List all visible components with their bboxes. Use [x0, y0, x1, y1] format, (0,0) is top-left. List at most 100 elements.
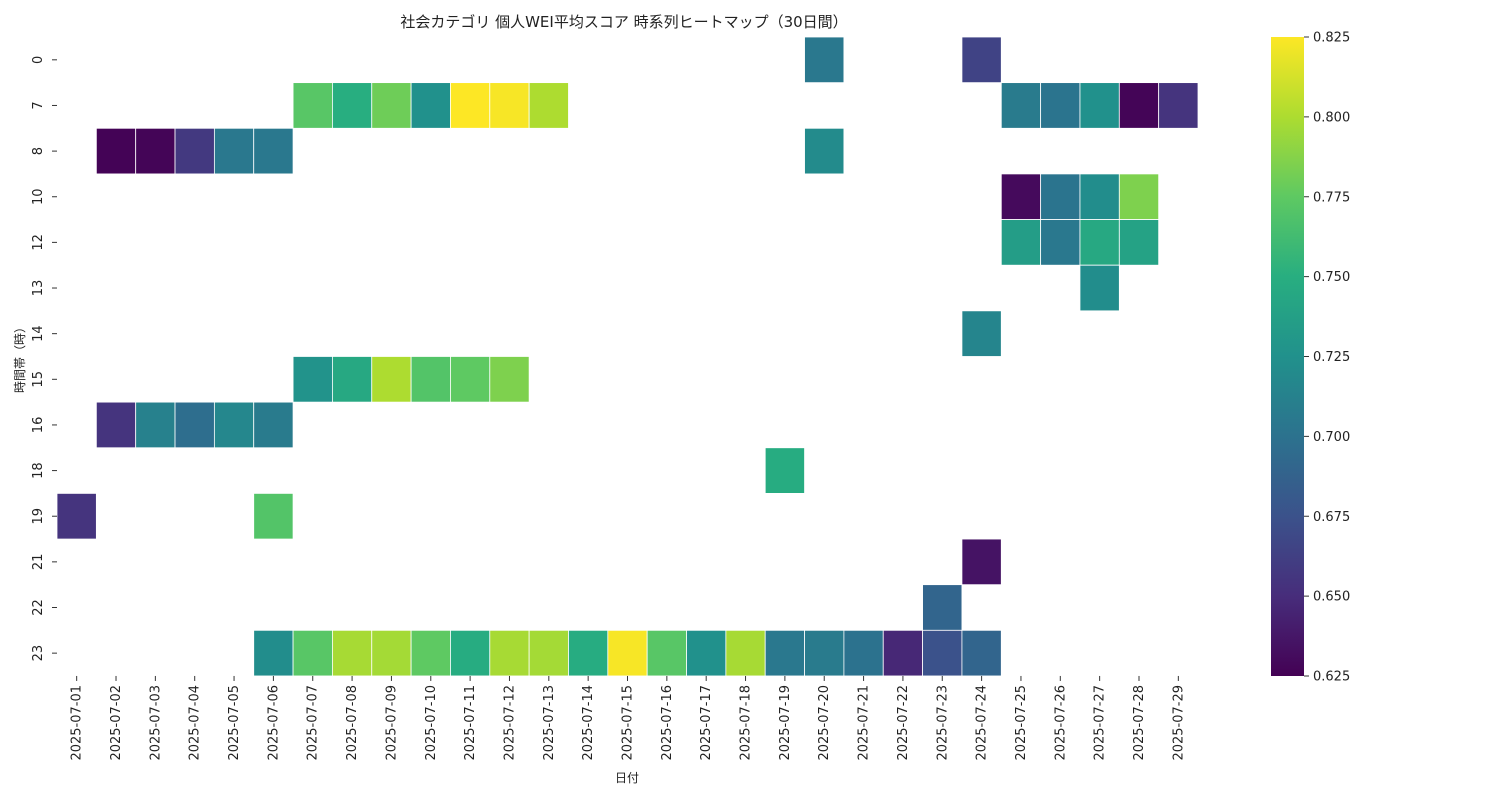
x-tick-label: 2025-07-09	[384, 685, 399, 761]
y-tick-label: 19	[31, 508, 46, 525]
heatmap-cell	[489, 629, 530, 677]
heatmap-cell	[1118, 82, 1160, 129]
x-tick-label: 2025-07-06	[266, 685, 281, 761]
y-tick-label: 13	[31, 280, 46, 297]
heatmap-cell	[1158, 82, 1199, 129]
heatmap-cell	[1079, 82, 1120, 129]
y-tick-label: 21	[31, 554, 46, 571]
heatmap-cell	[1118, 173, 1160, 220]
x-tick-label: 2025-07-04	[188, 685, 203, 761]
heatmap-cell	[253, 492, 294, 540]
y-tick-label: 0	[31, 56, 46, 64]
heatmap-cell	[1040, 219, 1081, 266]
heatmap-cells	[56, 36, 1199, 677]
heatmap-cell	[253, 629, 294, 677]
x-tick-label: 2025-07-24	[975, 685, 990, 761]
heatmap-cell	[528, 82, 569, 129]
heatmap-cell	[1000, 173, 1042, 220]
heatmap-cell	[922, 584, 963, 631]
heatmap-cell	[450, 629, 491, 677]
y-axis-label: 時間帯（時）	[13, 321, 27, 393]
heatmap-cell	[292, 82, 333, 129]
y-tick-label: 18	[31, 462, 46, 479]
x-tick-label: 2025-07-21	[857, 685, 872, 761]
heatmap-cell	[410, 629, 451, 677]
heatmap-cell	[332, 82, 373, 129]
heatmap-cell	[292, 629, 333, 677]
heatmap-cell	[804, 629, 845, 677]
heatmap-cell	[1040, 82, 1081, 129]
x-tick-label: 2025-07-23	[935, 685, 950, 761]
heatmap-cell	[804, 36, 845, 84]
heatmap-cell	[804, 127, 845, 175]
heatmap-cell	[489, 82, 530, 129]
x-tick-label: 2025-07-02	[109, 685, 124, 761]
heatmap-cell	[528, 629, 569, 677]
x-tick-label: 2025-07-16	[660, 685, 675, 761]
x-tick-label: 2025-07-15	[621, 685, 636, 761]
x-tick-label: 2025-07-03	[148, 685, 163, 761]
heatmap-cell	[882, 629, 923, 677]
x-tick-label: 2025-07-29	[1171, 685, 1186, 761]
x-tick-label: 2025-07-20	[817, 685, 832, 761]
heatmap-cell	[686, 629, 727, 677]
x-tick-label: 2025-07-14	[581, 685, 596, 761]
heatmap-cell	[371, 629, 412, 677]
y-tick-label: 15	[31, 371, 46, 388]
heatmap-cell	[450, 82, 491, 129]
x-tick-label: 2025-07-11	[463, 685, 478, 761]
heatmap-cell	[1040, 173, 1081, 220]
x-tick-label: 2025-07-28	[1132, 685, 1147, 761]
colorbar-ticks: 0.625 0.650 0.675 0.700 0.725 0.750 0.775 0.800…	[1304, 31, 1350, 685]
x-tick-label: 2025-07-17	[699, 685, 714, 761]
y-tick-label: 14	[31, 325, 46, 342]
colorbar-tick-label: 0.700	[1313, 430, 1350, 445]
colorbar: 0.625 0.650 0.675 0.700 0.725 0.750 0.775 0.800…	[1271, 31, 1350, 685]
x-tick-label: 2025-07-07	[306, 685, 321, 761]
heatmap-cell	[764, 447, 805, 494]
heatmap-cell	[764, 629, 805, 677]
colorbar-tick-label: 0.650	[1313, 590, 1350, 605]
heatmap-cell	[1000, 219, 1042, 266]
heatmap-cell	[213, 401, 255, 449]
heatmap-cell	[961, 538, 1002, 586]
heatmap-cell	[213, 127, 255, 175]
x-tick-label: 2025-07-05	[227, 685, 242, 761]
heatmap-cell	[95, 127, 137, 175]
colorbar-tick-label: 0.675	[1313, 510, 1350, 525]
heatmap-cell	[292, 356, 333, 403]
x-tick-label: 2025-07-01	[70, 685, 85, 761]
heatmap-cell	[56, 492, 97, 540]
colorbar-tick-label: 0.750	[1313, 270, 1350, 285]
heatmap-cell	[1079, 173, 1120, 220]
x-tick-label: 2025-07-10	[424, 685, 439, 761]
heatmap-cell	[174, 127, 215, 175]
heatmap-cell	[489, 356, 530, 403]
heatmap-cell	[961, 629, 1002, 677]
x-axis-ticks: 2025-07-01 2025-07-02 2025-07-03 2025-07-04…	[70, 675, 1186, 761]
x-tick-label: 2025-07-27	[1093, 685, 1108, 761]
colorbar-gradient	[1271, 37, 1304, 676]
x-tick-label: 2025-07-08	[345, 685, 360, 761]
heatmap-cell	[1079, 264, 1120, 312]
heatmap-cell	[332, 356, 373, 403]
y-tick-label: 22	[31, 599, 46, 616]
heatmap-cell	[843, 629, 884, 677]
heatmap-cell	[371, 356, 412, 403]
y-tick-label: 10	[31, 188, 46, 205]
heatmap-cell	[922, 629, 963, 677]
y-tick-label: 16	[31, 417, 46, 434]
heatmap-cell	[332, 629, 373, 677]
x-tick-label: 2025-07-12	[502, 685, 517, 761]
chart-title: 社会カテゴリ 個人WEI平均スコア 時系列ヒートマップ（30日間）	[400, 13, 847, 31]
heatmap-cell	[174, 401, 215, 449]
heatmap-cell	[135, 127, 176, 175]
y-tick-label: 7	[31, 101, 46, 109]
y-tick-label: 12	[31, 234, 46, 251]
heatmap-cell	[410, 82, 451, 129]
heatmap-cell	[253, 127, 294, 175]
heatmap-cell	[371, 82, 412, 129]
x-axis-label: 日付	[615, 771, 639, 785]
heatmap-cell	[1000, 82, 1042, 129]
x-tick-label: 2025-07-13	[542, 685, 557, 761]
